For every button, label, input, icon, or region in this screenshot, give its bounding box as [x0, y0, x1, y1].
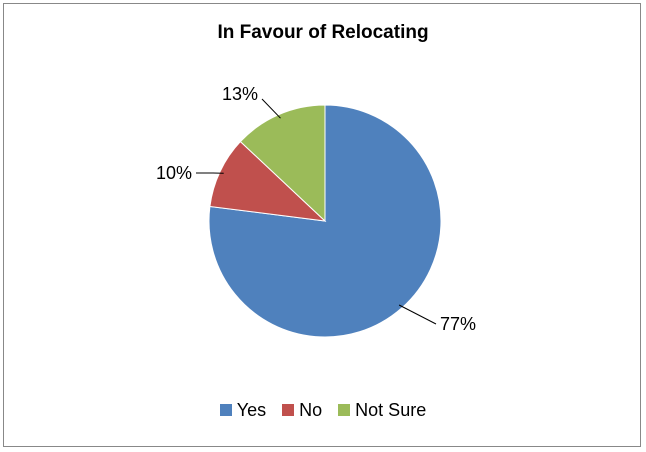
legend-swatch-no	[282, 404, 295, 416]
pie-slice-no	[209, 140, 327, 222]
legend-label-yes: Yes	[236, 399, 267, 420]
legend-swatch-not-sure	[338, 404, 351, 416]
legend-swatch-yes	[219, 404, 232, 416]
legend-item-not-sure: Not Sure	[338, 400, 426, 421]
legend-label-not-sure: Not Sure	[355, 399, 427, 420]
chart-legend: Yes No Not Sure	[0, 396, 646, 424]
leader-line-not-sure	[261, 98, 281, 119]
data-label-yes: 77%	[440, 314, 476, 334]
chart-title: In Favour of Relocating	[217, 22, 429, 43]
legend-item-yes: Yes	[219, 399, 267, 421]
leader-line-yes	[398, 304, 437, 325]
legend-label-no: No	[299, 399, 323, 420]
data-label-not-sure: 13%	[222, 84, 258, 104]
pie-slice-not-sure	[239, 104, 326, 223]
data-label-no: 10%	[156, 163, 192, 183]
legend-item-no: No	[282, 400, 322, 421]
